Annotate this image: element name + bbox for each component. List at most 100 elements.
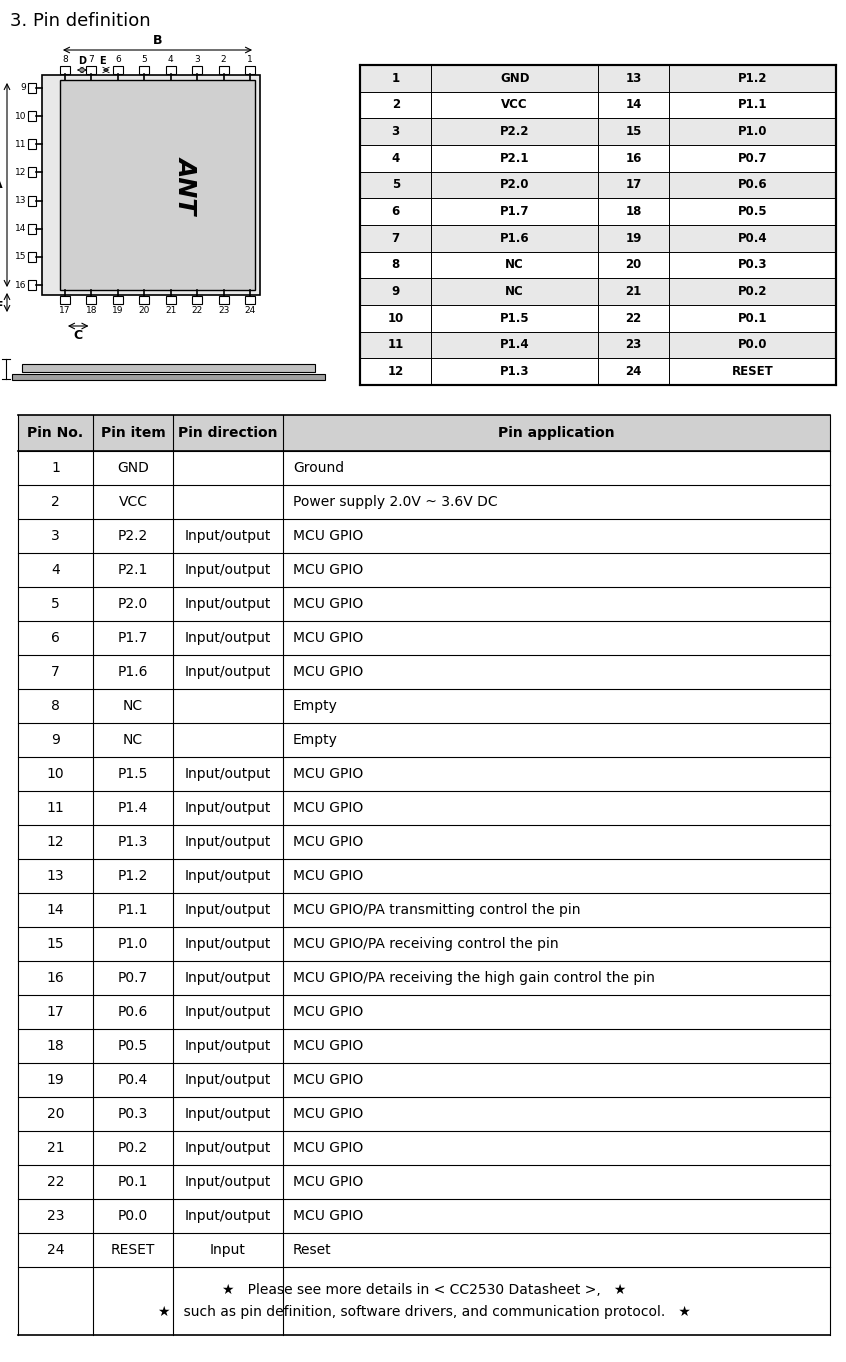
Bar [360, 199, 836, 225]
Bar [12, 375, 325, 380]
Text: ANT: ANT [175, 157, 199, 214]
Text: Pin application: Pin application [498, 426, 615, 440]
Text: P2.0: P2.0 [500, 178, 530, 192]
Text: 1: 1 [51, 460, 60, 475]
Text: MCU GPIO: MCU GPIO [293, 801, 363, 814]
Text: P0.0: P0.0 [118, 1209, 148, 1223]
Text: D: D [78, 56, 86, 65]
Bar [18, 996, 830, 1030]
Bar [113, 296, 123, 304]
Text: MCU GPIO: MCU GPIO [293, 597, 363, 612]
Text: 2: 2 [392, 98, 400, 112]
Bar [28, 139, 36, 150]
Text: 24: 24 [244, 306, 255, 315]
Text: P0.7: P0.7 [118, 971, 148, 985]
Bar [18, 1030, 830, 1062]
Text: Ground: Ground [293, 460, 344, 475]
Text: 17: 17 [625, 178, 642, 192]
Bar [360, 278, 836, 305]
Bar [18, 621, 830, 655]
Text: 10: 10 [387, 312, 404, 324]
Text: F: F [0, 300, 3, 313]
Bar [360, 332, 836, 358]
Text: 20: 20 [139, 306, 150, 315]
Text: Input/output: Input/output [184, 563, 272, 577]
Text: P2.1: P2.1 [118, 563, 148, 577]
Text: P2.2: P2.2 [500, 125, 530, 138]
Text: P2.1: P2.1 [500, 151, 530, 165]
Text: P1.5: P1.5 [118, 767, 148, 780]
Bar [18, 519, 830, 553]
Bar [360, 144, 836, 172]
Bar [192, 65, 202, 74]
Bar [28, 83, 36, 93]
Text: Input/output: Input/output [184, 767, 272, 780]
Bar [60, 80, 255, 290]
Text: 16: 16 [625, 151, 642, 165]
Text: 3. Pin definition: 3. Pin definition [10, 12, 151, 30]
Text: 10: 10 [47, 767, 64, 780]
Text: 15: 15 [47, 937, 64, 951]
Text: Input/output: Input/output [184, 971, 272, 985]
Bar [86, 65, 96, 74]
Text: 11: 11 [14, 140, 26, 148]
Text: P0.6: P0.6 [118, 1005, 148, 1019]
Text: Input/output: Input/output [184, 835, 272, 849]
Bar [360, 358, 836, 385]
Bar [18, 485, 830, 519]
Text: 20: 20 [47, 1107, 64, 1121]
Bar [218, 65, 228, 74]
Text: Input/output: Input/output [184, 937, 272, 951]
Text: Input/output: Input/output [184, 597, 272, 612]
Bar [18, 689, 830, 723]
Text: GND: GND [117, 460, 149, 475]
Bar [360, 305, 836, 332]
Text: NC: NC [505, 259, 524, 271]
Text: 15: 15 [14, 252, 26, 262]
Text: 9: 9 [392, 285, 400, 298]
Text: MCU GPIO: MCU GPIO [293, 1141, 363, 1155]
Bar [60, 296, 70, 304]
Bar [18, 1062, 830, 1096]
Text: 18: 18 [47, 1039, 64, 1053]
Text: 21: 21 [47, 1141, 64, 1155]
Text: NC: NC [123, 699, 143, 712]
Text: MCU GPIO: MCU GPIO [293, 1005, 363, 1019]
Text: 1: 1 [247, 54, 253, 64]
Text: 7: 7 [392, 232, 400, 245]
Text: B: B [153, 34, 162, 48]
Bar [28, 252, 36, 262]
Text: P0.3: P0.3 [118, 1107, 148, 1121]
Text: Pin item: Pin item [101, 426, 165, 440]
Bar [166, 65, 176, 74]
Text: 7: 7 [51, 665, 60, 680]
Text: 5: 5 [141, 54, 147, 64]
Text: 8: 8 [51, 699, 60, 712]
Bar [18, 587, 830, 621]
Text: 13: 13 [47, 869, 64, 883]
Text: 4: 4 [51, 563, 60, 577]
Text: MCU GPIO: MCU GPIO [293, 1175, 363, 1189]
Bar [18, 893, 830, 928]
Bar [18, 1267, 830, 1335]
Text: 23: 23 [625, 339, 642, 351]
Bar [18, 928, 830, 962]
Text: P1.0: P1.0 [118, 937, 148, 951]
Text: P1.2: P1.2 [118, 869, 148, 883]
Bar [18, 757, 830, 791]
Text: P1.3: P1.3 [500, 365, 530, 379]
Bar [22, 364, 315, 372]
Text: ★   such as pin definition, software drivers, and communication protocol.   ★: ★ such as pin definition, software drive… [157, 1305, 690, 1320]
Bar [28, 281, 36, 290]
Text: NC: NC [123, 733, 143, 746]
Text: ★   Please see more details in < CC2530 Datasheet >,   ★: ★ Please see more details in < CC2530 Da… [222, 1283, 626, 1297]
Text: GND: GND [500, 72, 530, 84]
Text: Input/output: Input/output [184, 1175, 272, 1189]
Text: RESET: RESET [111, 1244, 155, 1257]
Text: 20: 20 [625, 259, 642, 271]
Bar [192, 296, 202, 304]
Bar [360, 172, 836, 199]
Bar [28, 196, 36, 206]
Bar [60, 65, 70, 74]
Text: C: C [74, 330, 83, 342]
